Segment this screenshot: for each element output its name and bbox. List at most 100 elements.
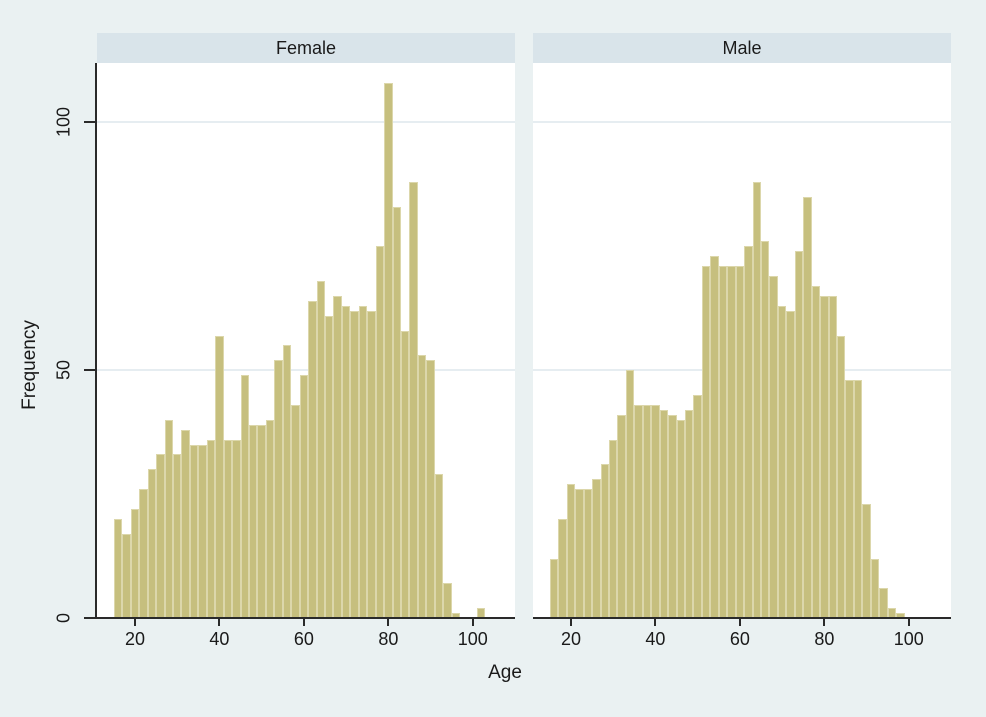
histogram-bar — [853, 380, 863, 618]
histogram-bar — [477, 608, 486, 618]
y-axis-title: Frequency — [19, 320, 40, 410]
panel-title-male: Male — [533, 33, 951, 63]
histogram-bar — [333, 295, 342, 618]
y-tick — [84, 121, 95, 124]
histogram-bar — [870, 558, 880, 618]
histogram-bar — [240, 375, 249, 618]
histogram-bar — [676, 419, 685, 618]
x-tick-label: 40 — [209, 629, 230, 649]
histogram-bar — [274, 360, 283, 618]
histogram-bar — [113, 518, 123, 618]
histogram-bar — [761, 241, 770, 618]
histogram-bar — [358, 305, 368, 618]
histogram-bar — [668, 414, 677, 618]
y-tick — [84, 369, 95, 372]
x-tick-label: 100 — [893, 629, 924, 649]
histogram-bar — [769, 276, 778, 618]
x-tick — [218, 619, 221, 626]
x-axis-line — [533, 617, 951, 619]
x-tick — [907, 619, 910, 626]
histogram-bar — [820, 295, 829, 618]
histogram-bar — [625, 370, 635, 618]
panel-female: Female 20 40 60 80 100 — [97, 33, 515, 693]
histogram-bar — [701, 266, 711, 618]
histogram-bar — [341, 305, 351, 618]
histogram-bar — [710, 256, 719, 618]
x-tick — [387, 619, 390, 626]
histogram-bar — [862, 504, 871, 618]
x-axis-line — [97, 617, 515, 619]
histogram-bar — [384, 82, 393, 618]
histogram-bar — [693, 395, 702, 618]
histogram-bar — [837, 335, 846, 618]
histogram-bar — [265, 419, 275, 618]
histogram-bar — [434, 474, 444, 618]
y-tick-label: 0 — [53, 612, 74, 624]
y-tick — [84, 617, 95, 619]
histogram-bar — [325, 315, 334, 618]
panel-title-female: Female — [97, 33, 515, 63]
x-tick — [570, 619, 572, 626]
gridline-y-50 — [97, 369, 515, 372]
x-tick-label: 80 — [814, 629, 835, 649]
x-tick-label: 80 — [378, 629, 399, 649]
histogram-bar — [156, 454, 165, 618]
y-tick-label: 50 — [53, 360, 74, 381]
histogram-bar — [282, 345, 292, 618]
gridline-y-100 — [533, 121, 951, 124]
histogram-bar — [549, 558, 559, 618]
histogram-bar — [147, 469, 157, 618]
plot-area — [97, 63, 515, 618]
histogram-bar — [592, 479, 601, 618]
histogram-bar — [291, 404, 300, 618]
x-tick-label: 60 — [293, 629, 314, 649]
x-tick-label: 20 — [560, 629, 582, 649]
histogram-bar — [198, 444, 207, 618]
x-tick — [471, 619, 474, 626]
x-tick — [823, 619, 826, 626]
x-tick — [738, 619, 741, 626]
plot-area — [533, 63, 951, 618]
histogram-bar — [651, 404, 660, 618]
histogram-bar — [558, 518, 567, 618]
histogram-bar — [350, 310, 359, 618]
x-tick — [134, 619, 136, 626]
x-tick-label: 40 — [645, 629, 666, 649]
histogram-bar — [575, 489, 584, 618]
histogram-bar — [828, 295, 837, 618]
histogram-bar — [215, 335, 224, 618]
x-tick-label: 20 — [124, 629, 146, 649]
histogram-bar — [811, 286, 821, 618]
histogram-bar — [299, 375, 309, 618]
histogram-bar — [409, 181, 418, 618]
histogram-bar — [451, 613, 461, 618]
histogram-bar — [164, 419, 173, 618]
y-axis-line — [95, 63, 97, 619]
histogram-bar — [181, 429, 190, 618]
histogram-bar — [206, 439, 216, 618]
histogram-bar — [417, 355, 427, 618]
histogram-bar — [659, 409, 669, 618]
panel-male: Male 20 40 60 80 100 — [533, 33, 951, 693]
histogram-bar — [401, 330, 410, 618]
histogram-bar — [308, 300, 317, 618]
histogram-bar — [634, 404, 643, 618]
x-axis-ticks: 20 40 60 80 100 — [533, 619, 951, 669]
histogram-bar — [896, 613, 905, 618]
x-axis-title: Age — [488, 662, 522, 683]
histogram-bar — [845, 380, 854, 618]
histogram-bar — [426, 360, 435, 618]
histogram-bar — [752, 181, 761, 618]
histogram-bar — [367, 310, 376, 618]
histogram-bar — [189, 444, 199, 618]
histogram-bar — [803, 196, 812, 618]
histogram-bar — [777, 305, 787, 618]
x-axis-ticks: 20 40 60 80 100 — [97, 619, 515, 669]
histogram-bar — [392, 206, 401, 618]
histogram-bar — [232, 439, 241, 618]
histogram-bar — [223, 439, 233, 618]
histogram-bar — [257, 424, 266, 618]
histogram-bar — [727, 266, 736, 618]
histogram-bar — [130, 508, 140, 618]
